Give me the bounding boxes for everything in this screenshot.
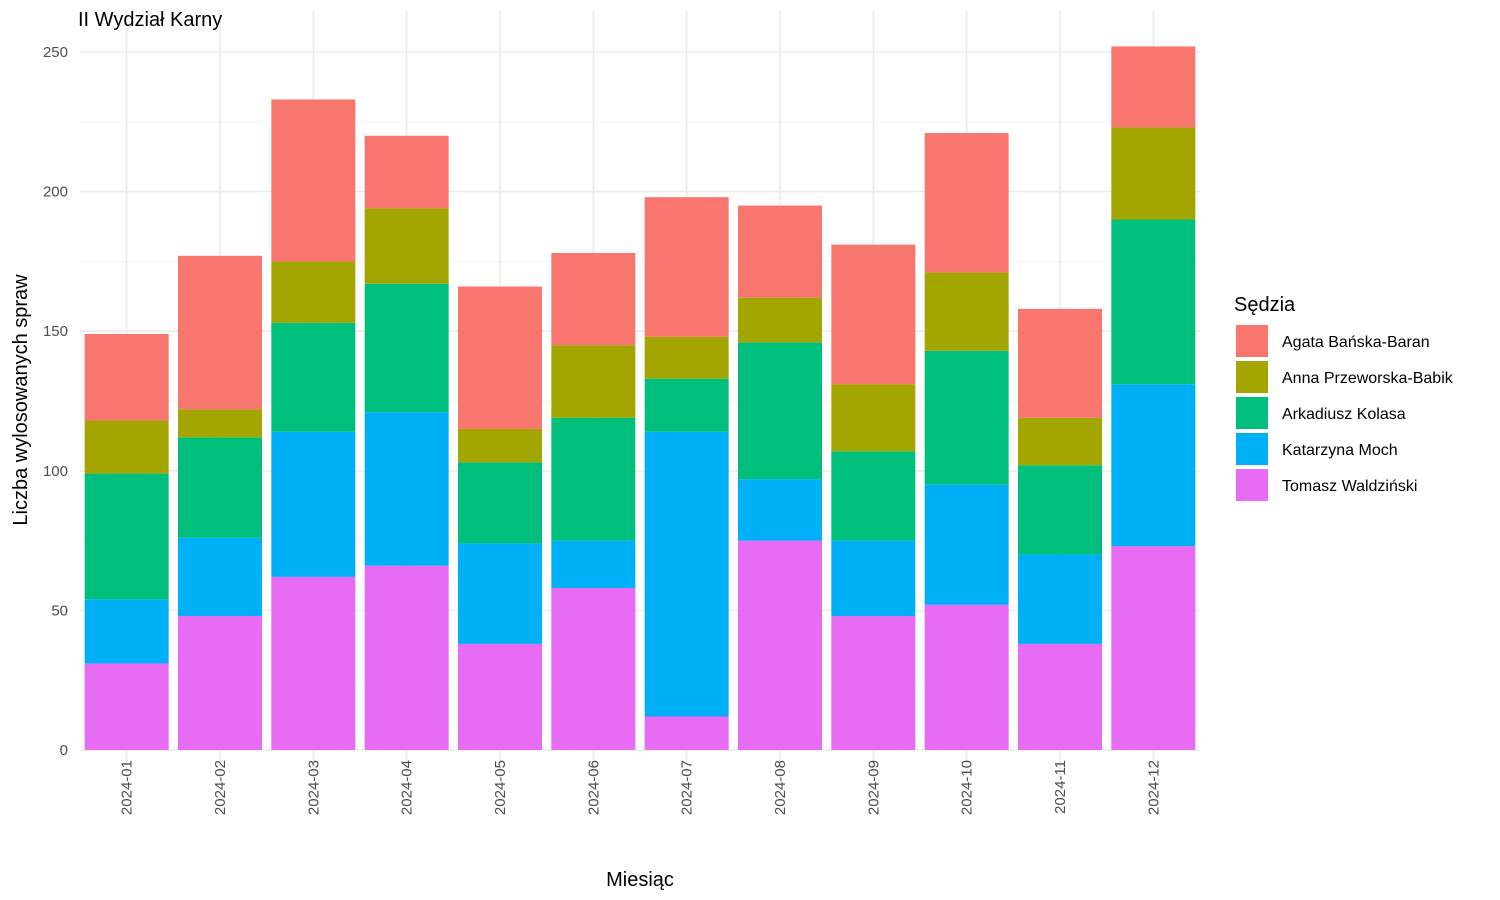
bar-segment <box>84 663 169 750</box>
bar-segment <box>924 484 1009 605</box>
bar-segment <box>1111 384 1196 547</box>
bar-segment <box>364 412 449 566</box>
bar-segment <box>178 437 262 538</box>
legend-swatch <box>1236 469 1268 501</box>
legend-label: Katarzyna Moch <box>1282 442 1398 459</box>
bar-segment <box>84 473 169 600</box>
bar-segment <box>271 322 356 432</box>
legend-swatch <box>1236 397 1268 429</box>
bar-segment <box>738 479 822 541</box>
bar-segment <box>738 297 822 343</box>
bar-segment <box>551 417 636 541</box>
bar-segment <box>1111 46 1196 128</box>
legend-swatch <box>1236 433 1268 465</box>
bar-segment <box>1018 308 1102 418</box>
bar-segment <box>1018 465 1102 555</box>
legend-label: Arkadiusz Kolasa <box>1282 406 1406 423</box>
x-tick-label: 2024-03 <box>305 760 322 815</box>
x-tick-label: 2024-02 <box>212 760 229 815</box>
bar-segment <box>831 244 916 385</box>
bar-segment <box>831 384 916 452</box>
bar-segment <box>738 540 822 750</box>
bar-segment <box>271 431 356 577</box>
bar-segment <box>178 615 262 750</box>
bar-segment <box>831 540 916 616</box>
y-axis-title: Liczba wylosowanych spraw <box>10 274 32 526</box>
x-tick-label: 2024-10 <box>959 760 976 815</box>
bar-segment <box>84 333 169 421</box>
legend: Sędzia Agata Bańska-Baran Anna Przeworska… <box>1234 294 1454 501</box>
bar-segment <box>271 576 356 750</box>
bar-segment <box>84 420 169 474</box>
x-tick-label: 2024-06 <box>585 760 602 815</box>
y-axis-ticks: 0 50 100 150 200 250 <box>43 44 68 759</box>
y-tick-label: 100 <box>43 463 68 480</box>
legend-label: Agata Bańska-Baran <box>1282 334 1430 351</box>
bar-segment <box>924 272 1009 351</box>
bar-segment <box>1111 546 1196 750</box>
legend-label: Anna Przeworska-Babik <box>1282 370 1454 387</box>
x-tick-label: 2024-11 <box>1052 760 1069 814</box>
bar-segment <box>924 604 1009 750</box>
bar-segment <box>831 451 916 541</box>
bar-segment <box>644 197 729 337</box>
bar-segment <box>644 378 729 432</box>
y-tick-label: 50 <box>51 602 68 619</box>
bar-segment <box>271 261 356 323</box>
bar-segment <box>364 565 449 750</box>
bar-segment <box>1018 554 1102 644</box>
x-tick-label: 2024-05 <box>492 760 509 815</box>
bar-segment <box>364 135 449 209</box>
bar-segment <box>1111 127 1196 220</box>
bar-segment <box>551 540 636 589</box>
legend-swatch <box>1236 325 1268 357</box>
bar-segment <box>551 345 636 418</box>
bars <box>84 46 1196 750</box>
bar-segment <box>458 462 542 544</box>
x-tick-label: 2024-12 <box>1145 760 1162 815</box>
y-tick-label: 0 <box>60 742 68 759</box>
bar-segment <box>1018 417 1102 466</box>
bar-segment <box>738 205 822 298</box>
x-tick-label: 2024-09 <box>865 760 882 815</box>
bar-segment <box>458 286 542 429</box>
bar-segment <box>178 255 262 410</box>
bar-segment <box>1111 219 1196 385</box>
bar-segment <box>551 588 636 750</box>
y-tick-label: 250 <box>43 44 68 61</box>
bar-segment <box>271 99 356 262</box>
legend-title: Sędzia <box>1234 294 1296 316</box>
bar-segment <box>924 350 1009 485</box>
bar-segment <box>551 253 636 346</box>
x-axis-ticks: 2024-01 2024-02 2024-03 2024-04 2024-05 2024-… <box>119 760 1163 815</box>
bar-segment <box>364 283 449 413</box>
legend-swatch <box>1236 361 1268 393</box>
bar-segment <box>644 431 729 717</box>
bar-segment <box>644 336 729 379</box>
bar-segment <box>84 599 169 664</box>
x-axis-title: Miesiąc <box>606 869 674 891</box>
x-tick-label: 2024-04 <box>399 760 416 815</box>
bar-segment <box>458 643 542 750</box>
bar-segment <box>738 342 822 480</box>
y-tick-label: 200 <box>43 184 68 201</box>
bar-segment <box>831 615 916 750</box>
bar-segment <box>458 428 542 463</box>
bar-segment <box>1018 643 1102 750</box>
bar-segment <box>364 208 449 284</box>
legend-label: Tomasz Waldziński <box>1282 478 1417 495</box>
bar-segment <box>644 716 729 750</box>
y-tick-label: 150 <box>43 323 68 340</box>
x-tick-label: 2024-07 <box>679 760 696 815</box>
bar-segment <box>178 409 262 438</box>
x-tick-label: 2024-08 <box>772 760 789 815</box>
bar-segment <box>178 537 262 616</box>
bar-segment <box>458 543 542 644</box>
chart-title: II Wydział Karny <box>78 9 222 31</box>
x-tick-label: 2024-01 <box>119 760 136 815</box>
bar-segment <box>924 132 1009 273</box>
